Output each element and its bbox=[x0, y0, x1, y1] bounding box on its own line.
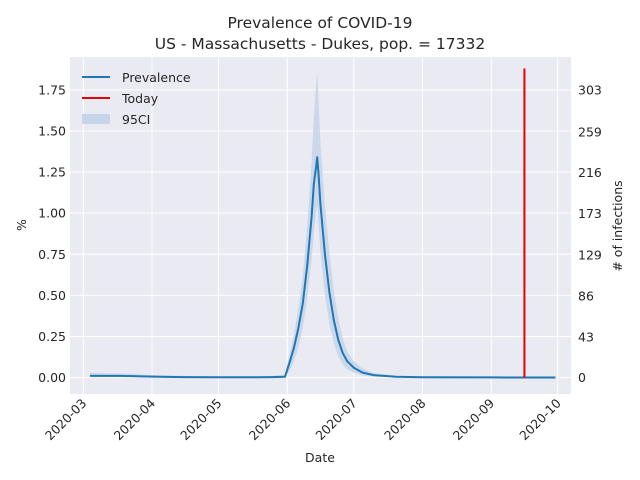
y2-tick-label-7: 303 bbox=[578, 83, 602, 98]
y2-tick-label-6: 259 bbox=[578, 124, 602, 139]
legend-label-prevalence: Prevalence bbox=[122, 70, 191, 85]
x-tick-label-0: 2020-03 bbox=[42, 396, 90, 444]
y-tick-label-0: 0.00 bbox=[38, 370, 66, 385]
series-layer bbox=[89, 68, 556, 379]
y-tick-labels: 0.00 0.25 0.50 0.75 1.00 1.25 1.50 1.75 bbox=[38, 82, 66, 385]
y-tick-label-4: 1.00 bbox=[38, 206, 66, 221]
y-tick-label-1: 0.25 bbox=[38, 329, 66, 344]
y-tick-label-6: 1.50 bbox=[38, 123, 66, 138]
x-tick-label-7: 2020-10 bbox=[516, 395, 564, 443]
x-tick-label-5: 2020-08 bbox=[381, 395, 429, 443]
x-axis-title: Date bbox=[305, 450, 335, 465]
y-tick-label-2: 0.50 bbox=[38, 288, 66, 303]
y-tick-label-7: 1.75 bbox=[38, 82, 66, 97]
legend-label-today: Today bbox=[121, 91, 159, 106]
y2-tick-label-0: 0 bbox=[578, 370, 586, 385]
chart-title-line1: Prevalence of COVID-19 bbox=[227, 14, 412, 32]
y2-tick-labels: 0 43 86 129 173 216 259 303 bbox=[578, 83, 602, 385]
y2-tick-label-2: 86 bbox=[578, 289, 594, 304]
x-tick-label-2: 2020-05 bbox=[177, 396, 225, 444]
prevalence-line bbox=[89, 156, 556, 379]
legend-swatch-95ci bbox=[82, 114, 110, 124]
y2-tick-label-5: 216 bbox=[578, 165, 602, 180]
y-tick-label-5: 1.25 bbox=[38, 165, 66, 180]
legend: Prevalence Today 95CI bbox=[82, 70, 191, 127]
x-tick-label-3: 2020-06 bbox=[246, 395, 294, 443]
y2-tick-label-4: 173 bbox=[578, 206, 602, 221]
x-tick-label-4: 2020-07 bbox=[312, 396, 360, 444]
x-tick-label-1: 2020-04 bbox=[111, 395, 159, 443]
x-tick-labels: 2020-03 2020-04 2020-05 2020-06 2020-07 2020-… bbox=[42, 395, 564, 443]
x-tick-label-6: 2020-09 bbox=[450, 395, 498, 443]
y2-axis-title: # of infections bbox=[610, 180, 625, 271]
y2-tick-label-3: 129 bbox=[578, 248, 602, 263]
y-axis-title: % bbox=[14, 219, 29, 231]
chart-title-line2: US - Massachusetts - Dukes, pop. = 17332 bbox=[155, 35, 486, 53]
y2-tick-label-1: 43 bbox=[578, 329, 594, 344]
grid-lines bbox=[70, 57, 571, 394]
y-tick-label-3: 0.75 bbox=[38, 247, 66, 262]
legend-label-95ci: 95CI bbox=[122, 112, 150, 127]
